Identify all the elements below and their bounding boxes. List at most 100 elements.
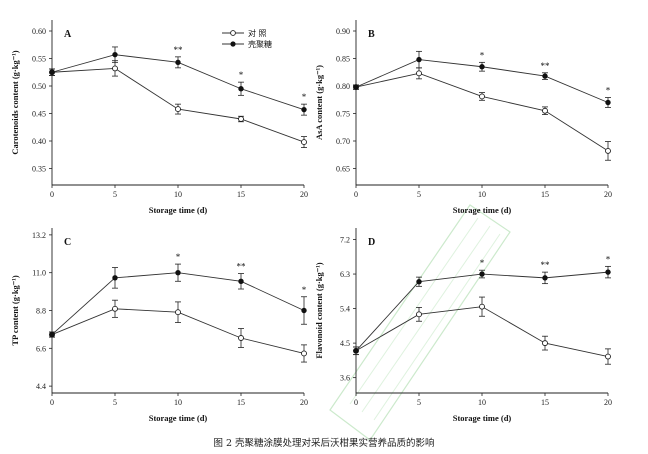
data-point-control (605, 147, 611, 154)
y-tick-label: 7.2 (340, 236, 350, 245)
data-point-chitosan (175, 269, 181, 276)
y-tick-label: 0.60 (32, 27, 46, 36)
panel-letter: D (368, 237, 375, 248)
x-tick-label: 15 (541, 398, 549, 407)
data-point-control (416, 311, 422, 318)
y-axis-label: TP content (g·kg⁻¹) (10, 275, 20, 345)
y-tick-label: 0.65 (336, 165, 350, 174)
data-point-control (175, 309, 181, 316)
x-tick-label: 20 (300, 190, 308, 199)
significance-mark: * (302, 285, 307, 295)
x-tick-label: 0 (354, 190, 358, 199)
x-axis-label: Storage time (d) (453, 413, 512, 423)
y-tick-label: 11.0 (32, 269, 46, 278)
significance-mark: * (239, 70, 244, 80)
data-point-chitosan (416, 279, 422, 285)
chart-panel-a: 0 5 10 15 20 0.35 0.40 0.45 0.50 0.55 0.60 Storage … (10, 20, 308, 215)
significance-mark: * (606, 254, 611, 264)
data-point-control (301, 350, 307, 357)
x-tick-label: 10 (478, 398, 486, 407)
significance-mark: ** (541, 61, 551, 71)
data-point-chitosan (112, 51, 118, 58)
y-tick-label: 8.8 (36, 307, 46, 316)
data-point-control (416, 70, 422, 77)
y-tick-label: 13.2 (32, 231, 46, 240)
legend-treatment-marker (230, 41, 236, 47)
data-point-control (301, 139, 307, 146)
panel-letter: A (64, 29, 72, 40)
panel-letter: C (64, 237, 71, 248)
x-tick-label: 5 (417, 398, 421, 407)
x-tick-label: 5 (417, 190, 421, 199)
x-tick-label: 15 (237, 190, 245, 199)
x-tick-label: 5 (113, 190, 117, 199)
data-point-chitosan (238, 86, 244, 92)
x-axis-label: Storage time (d) (149, 205, 208, 215)
significance-mark: * (176, 252, 181, 262)
series-chitosan (353, 265, 611, 356)
y-tick-label: 0.35 (32, 165, 46, 174)
y-tick-label: 0.80 (336, 82, 350, 91)
x-tick-label: 0 (354, 398, 358, 407)
series-chitosan (353, 50, 611, 108)
y-tick-label: 0.75 (336, 110, 350, 119)
watermark (329, 204, 511, 441)
data-point-control (238, 335, 244, 341)
data-point-chitosan (238, 278, 244, 284)
data-point-control (542, 340, 548, 347)
data-point-control (112, 65, 118, 72)
data-point-chitosan (301, 307, 307, 314)
data-point-chitosan (542, 275, 548, 281)
y-tick-label: 0.45 (32, 110, 46, 119)
data-point-chitosan (605, 269, 611, 275)
y-tick-label: 5.4 (340, 305, 350, 314)
x-tick-label: 20 (604, 190, 612, 199)
x-tick-label: 20 (604, 398, 612, 407)
series-chitosan (49, 46, 307, 116)
data-point-chitosan (353, 348, 359, 354)
x-tick-label: 5 (113, 398, 117, 407)
panel-letter: B (368, 29, 375, 40)
data-point-chitosan (605, 99, 611, 106)
x-tick-label: 15 (541, 190, 549, 199)
data-point-control (605, 353, 611, 360)
y-axis-label: AsA content (g·kg⁻¹) (314, 65, 324, 140)
significance-mark: ** (174, 45, 184, 55)
data-point-chitosan (49, 69, 55, 75)
data-point-control (479, 303, 485, 310)
data-point-chitosan (301, 106, 307, 113)
y-tick-label: 4.5 (340, 339, 350, 348)
data-point-chitosan (175, 59, 181, 66)
significance-mark: * (480, 258, 485, 268)
data-point-control (112, 305, 118, 312)
y-tick-label: 0.90 (336, 27, 350, 36)
data-point-control (175, 106, 181, 113)
x-tick-label: 0 (50, 190, 54, 199)
x-tick-label: 20 (300, 398, 308, 407)
y-axis-label: Flavonoid content (g·kg⁻¹) (314, 262, 324, 358)
data-point-control (479, 93, 485, 100)
data-point-chitosan (49, 331, 55, 338)
data-point-chitosan (416, 56, 422, 63)
y-tick-label: 0.85 (336, 55, 350, 64)
data-point-chitosan (479, 64, 485, 70)
x-tick-label: 10 (174, 398, 182, 407)
x-axis-label: Storage time (d) (453, 205, 512, 215)
significance-mark: * (606, 86, 611, 96)
chart-panel-d: 0 5 10 15 20 3.6 4.5 5.4 6.3 7.2 Storage time (d) F… (314, 228, 612, 423)
y-axis-label: Carotenoids content (g·kg⁻¹) (10, 50, 20, 154)
x-tick-label: 10 (478, 190, 486, 199)
chart-panel-c: 0 5 10 15 20 4.4 6.6 8.8 11.0 13.2 Storage time (d… (10, 228, 308, 423)
legend-control-marker (230, 30, 236, 36)
series-chitosan (49, 263, 307, 338)
y-tick-label: 6.6 (36, 344, 46, 353)
data-point-chitosan (542, 73, 548, 79)
legend-control-label: 对 照 (248, 28, 267, 38)
significance-mark: ** (237, 262, 247, 272)
legend: 对 照 壳聚糖 (222, 28, 272, 49)
data-point-chitosan (112, 275, 118, 281)
y-tick-label: 0.70 (336, 137, 350, 146)
y-tick-label: 0.55 (32, 55, 46, 64)
y-tick-label: 3.6 (340, 374, 350, 383)
x-tick-label: 10 (174, 190, 182, 199)
